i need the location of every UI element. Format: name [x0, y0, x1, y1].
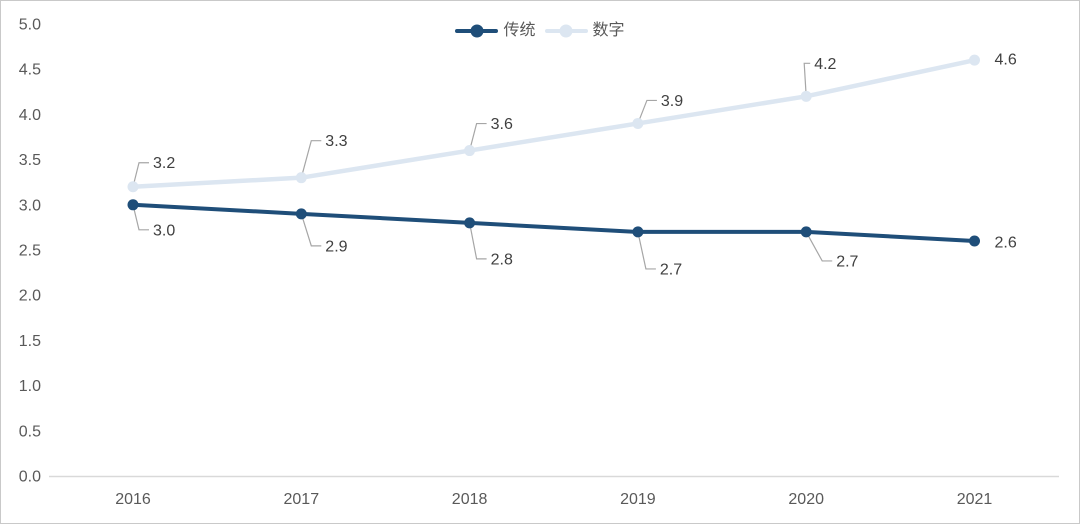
x-tick-label: 2020: [788, 491, 824, 508]
data-point-traditional: [295, 208, 307, 220]
data-label-traditional: 2.8: [491, 251, 513, 268]
y-tick-label: 5.0: [19, 17, 41, 34]
data-label-traditional: 3.0: [153, 222, 175, 239]
x-tick-label: 2016: [115, 491, 151, 508]
y-tick-label: 0.0: [19, 469, 41, 486]
data-label-traditional: 2.7: [836, 253, 858, 270]
y-tick-label: 0.5: [19, 423, 41, 440]
data-point-digital: [800, 90, 812, 102]
y-tick-label: 3.0: [19, 197, 41, 214]
legend-line-marker-traditional: [455, 24, 499, 38]
data-label-digital: 3.3: [325, 133, 347, 150]
data-point-digital: [127, 181, 139, 193]
data-point-traditional: [464, 217, 476, 229]
data-label-traditional: 2.9: [325, 238, 347, 255]
data-label-digital: 3.6: [491, 116, 513, 133]
data-label-digital: 4.2: [814, 56, 836, 73]
data-label-leader-digital: [300, 140, 322, 178]
data-label-leader-traditional: [637, 231, 656, 270]
data-label-leader-traditional: [132, 204, 149, 231]
data-label-digital: 4.6: [995, 52, 1017, 69]
legend-dot-traditional: [470, 24, 484, 38]
series-line-digital: [130, 57, 977, 189]
x-tick-label: 2019: [620, 491, 656, 508]
y-tick-label: 4.0: [19, 107, 41, 124]
legend-item-traditional: 传统: [455, 21, 536, 40]
legend-label-traditional: 传统: [503, 22, 536, 39]
data-label-leader-traditional: [805, 231, 833, 262]
y-tick-label: 3.5: [19, 152, 41, 169]
y-tick-label: 1.5: [19, 333, 41, 350]
data-label-digital: 3.2: [153, 155, 175, 172]
x-tick-label: 2021: [957, 491, 993, 508]
data-label-traditional: 2.6: [995, 234, 1017, 251]
data-point-digital: [295, 172, 307, 184]
data-label-leader-digital: [637, 99, 657, 124]
x-tick-label: 2017: [284, 491, 320, 508]
y-tick-label: 4.5: [19, 62, 41, 79]
data-point-digital: [464, 145, 476, 157]
y-tick-label: 1.0: [19, 378, 41, 395]
chart-legend: 传统 数字: [1, 21, 1079, 40]
x-tick-label: 2018: [452, 491, 488, 508]
legend-item-digital: 数字: [544, 21, 625, 40]
data-label-traditional: 2.7: [660, 261, 682, 278]
legend-dot-digital: [559, 24, 573, 38]
data-label-leader-digital: [132, 162, 149, 187]
legend-line-marker-digital: [544, 24, 588, 38]
data-label-digital: 3.9: [661, 93, 683, 110]
y-tick-label: 2.0: [19, 288, 41, 305]
data-point-traditional: [127, 199, 139, 211]
data-label-leader-digital: [469, 122, 487, 151]
data-label-leader-digital: [803, 62, 811, 97]
data-point-traditional: [969, 235, 980, 247]
data-label-leader-traditional: [300, 213, 322, 247]
y-tick-label: 2.5: [19, 243, 41, 260]
data-point-digital: [632, 117, 644, 129]
data-label-leader-traditional: [469, 222, 487, 260]
data-point-digital: [969, 54, 980, 66]
legend-label-digital: 数字: [592, 22, 625, 39]
series-line-traditional: [131, 202, 977, 243]
data-point-traditional: [800, 226, 812, 238]
data-point-traditional: [632, 226, 644, 238]
